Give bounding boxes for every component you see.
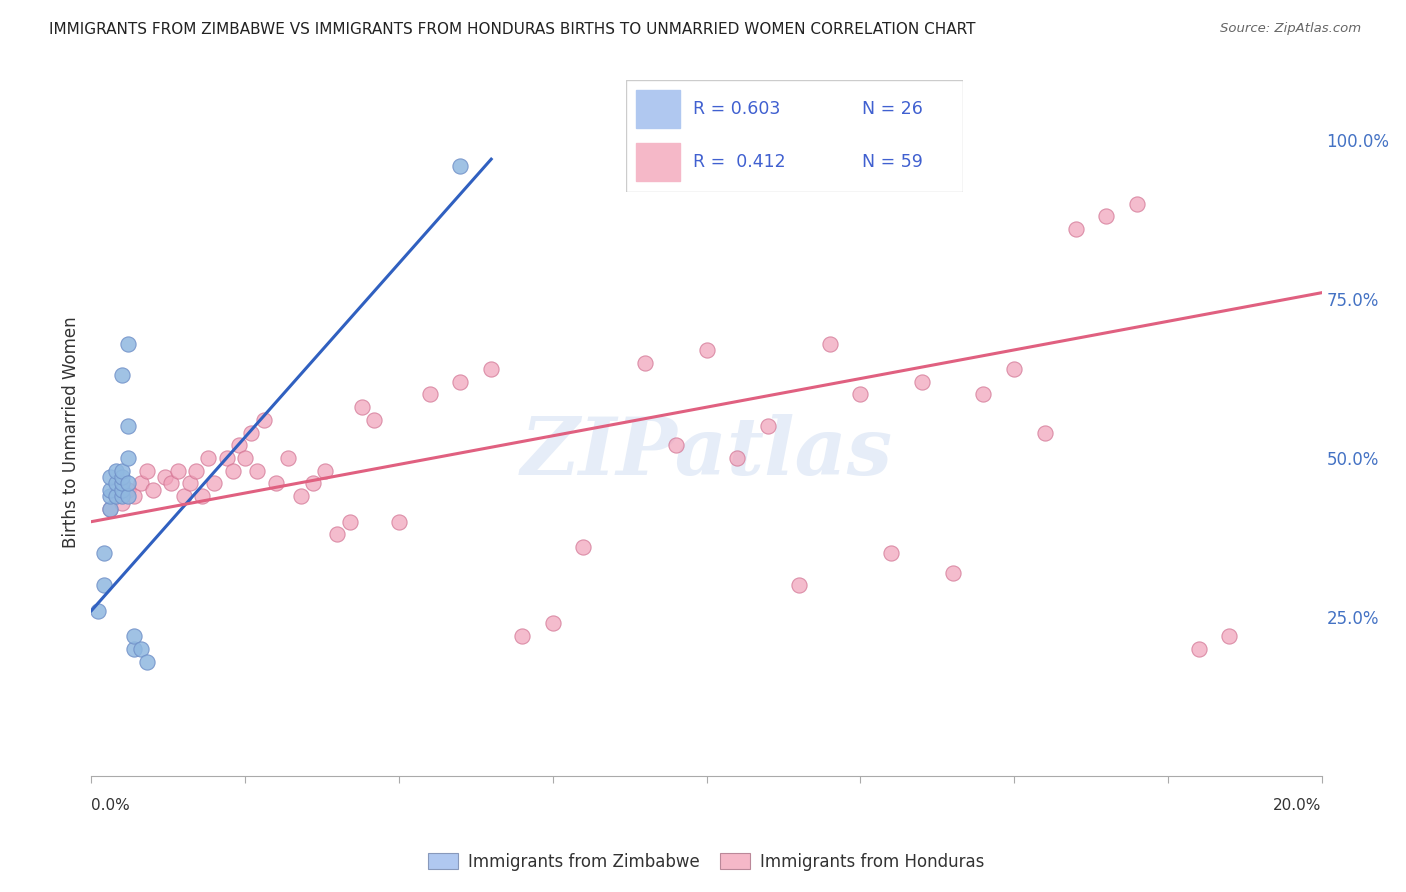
Point [222, 464, 245, 478]
Point [253, 413, 276, 427]
Point [111, 483, 134, 497]
Bar [636, 90, 679, 128]
Point [301, 476, 323, 491]
Legend: Immigrants from Zimbabwe, Immigrants from Honduras: Immigrants from Zimbabwe, Immigrants fro… [422, 847, 991, 878]
Point [202, 476, 225, 491]
Point [117, 483, 139, 497]
Point [184, 464, 207, 478]
Point [1002, 362, 1025, 376]
Point [117, 419, 139, 434]
Point [1126, 196, 1149, 211]
Point [111, 464, 134, 478]
Point [86, 604, 108, 618]
Point [98, 470, 121, 484]
Point [135, 655, 157, 669]
Point [117, 336, 139, 351]
Point [160, 476, 183, 491]
Point [111, 368, 134, 383]
Point [339, 515, 361, 529]
Point [972, 387, 994, 401]
Point [98, 489, 121, 503]
Point [818, 336, 841, 351]
Text: 20.0%: 20.0% [1274, 798, 1322, 813]
Point [124, 629, 146, 643]
Point [98, 502, 121, 516]
Point [479, 362, 502, 376]
Point [1187, 641, 1209, 656]
Point [665, 438, 688, 452]
Point [911, 375, 934, 389]
Point [142, 483, 165, 497]
Point [105, 489, 127, 503]
Text: Source: ZipAtlas.com: Source: ZipAtlas.com [1220, 22, 1361, 36]
Bar [636, 143, 679, 180]
Point [787, 578, 810, 592]
Text: N = 59: N = 59 [862, 153, 922, 170]
Text: ZIPatlas: ZIPatlas [520, 415, 893, 492]
Point [326, 527, 349, 541]
Point [277, 451, 299, 466]
Text: R = 0.603: R = 0.603 [693, 100, 780, 119]
Point [111, 476, 134, 491]
Point [191, 489, 214, 503]
Point [93, 546, 115, 560]
Point [725, 451, 748, 466]
Point [449, 159, 471, 173]
Point [117, 451, 139, 466]
Point [105, 476, 127, 491]
Point [419, 387, 441, 401]
Point [111, 489, 134, 503]
Point [572, 540, 595, 554]
Point [215, 451, 238, 466]
Point [105, 464, 127, 478]
Point [197, 451, 219, 466]
Point [166, 464, 188, 478]
Point [173, 489, 195, 503]
Point [129, 476, 152, 491]
Text: IMMIGRANTS FROM ZIMBABWE VS IMMIGRANTS FROM HONDURAS BIRTHS TO UNMARRIED WOMEN C: IMMIGRANTS FROM ZIMBABWE VS IMMIGRANTS F… [49, 22, 976, 37]
Point [756, 419, 779, 434]
Point [153, 470, 177, 484]
Point [124, 641, 146, 656]
Point [388, 515, 411, 529]
Point [135, 464, 157, 478]
Point [111, 495, 134, 509]
Point [240, 425, 263, 440]
Point [111, 470, 134, 484]
Point [541, 616, 564, 631]
Point [1064, 222, 1087, 236]
Point [350, 400, 373, 414]
Point [124, 489, 146, 503]
Point [228, 438, 250, 452]
Point [179, 476, 201, 491]
Point [510, 629, 533, 643]
Point [696, 343, 718, 357]
Point [98, 502, 121, 516]
Point [233, 451, 256, 466]
Point [93, 578, 115, 592]
Text: 0.0%: 0.0% [91, 798, 131, 813]
Point [849, 387, 872, 401]
Point [117, 476, 139, 491]
Point [129, 641, 152, 656]
Y-axis label: Births to Unmarried Women: Births to Unmarried Women [62, 317, 80, 549]
Point [105, 489, 127, 503]
Point [117, 489, 139, 503]
Point [290, 489, 312, 503]
Point [634, 356, 657, 370]
Point [246, 464, 269, 478]
Point [1033, 425, 1056, 440]
Point [1218, 629, 1240, 643]
Point [1095, 210, 1118, 224]
Text: R =  0.412: R = 0.412 [693, 153, 786, 170]
Point [264, 476, 287, 491]
Point [363, 413, 385, 427]
Text: N = 26: N = 26 [862, 100, 922, 119]
Point [314, 464, 336, 478]
Point [880, 546, 903, 560]
Point [98, 483, 121, 497]
Point [449, 375, 471, 389]
Point [942, 566, 965, 580]
